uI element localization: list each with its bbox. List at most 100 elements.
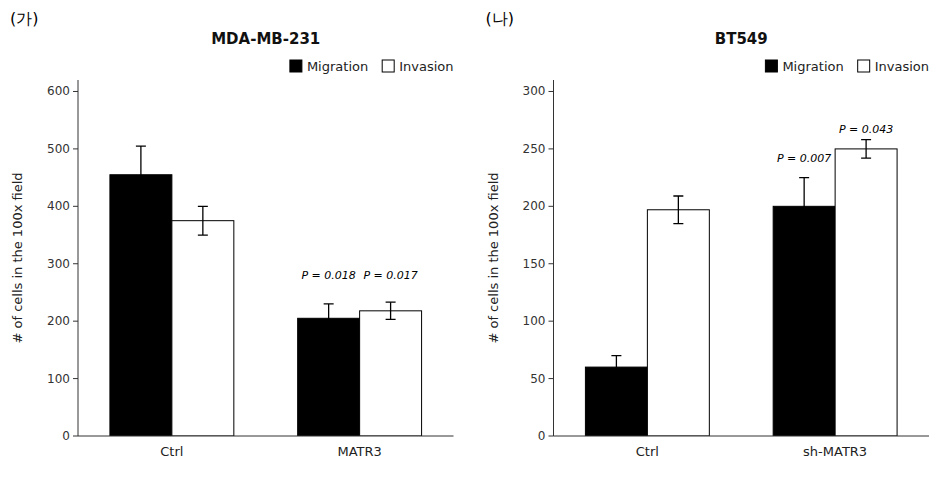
y-tick-label: 0 <box>538 429 546 443</box>
error-stem <box>202 206 203 235</box>
legend-label: Invasion <box>399 59 453 74</box>
y-tick-label: 300 <box>47 257 70 271</box>
y-tick-label: 400 <box>47 199 70 213</box>
p-value: P = 0.007 <box>777 152 831 165</box>
p-value: P = 0.018 <box>301 269 355 282</box>
error-stem <box>803 178 804 235</box>
y-tick <box>549 206 554 207</box>
legend-swatch <box>382 60 394 72</box>
error-cap <box>136 145 146 146</box>
error-bar <box>386 302 396 319</box>
y-axis-label: # of cells in the 100x field <box>10 172 25 343</box>
y-tick <box>549 263 554 264</box>
y-tick-label: 50 <box>530 372 545 386</box>
y-tick <box>73 436 78 437</box>
y-tick-label: 250 <box>523 142 546 156</box>
y-tick <box>73 263 78 264</box>
legend-label: Invasion <box>875 59 929 74</box>
p-value: P = 0.043 <box>839 123 893 136</box>
y-tick-label: 100 <box>47 372 70 386</box>
bar <box>172 221 234 436</box>
error-cap <box>673 223 683 224</box>
p-value: P = 0.017 <box>363 269 417 282</box>
panel-label: (나) <box>486 9 514 28</box>
panel: 0 100 200 300 400 500 600 Ctrl MATR3 # of cells i… <box>10 9 454 459</box>
error-bar <box>673 196 683 224</box>
bar <box>110 175 172 436</box>
x-tick-label: MATR3 <box>337 444 381 459</box>
error-bar <box>198 206 208 235</box>
bar <box>773 206 835 436</box>
error-cap <box>136 203 146 204</box>
error-bar <box>136 146 146 203</box>
error-cap <box>386 302 396 303</box>
x-tick-label: Ctrl <box>636 444 659 459</box>
y-axis-line <box>553 80 554 436</box>
y-tick <box>73 378 78 379</box>
error-bar <box>324 304 334 333</box>
y-tick <box>73 206 78 207</box>
error-stem <box>865 140 866 158</box>
y-tick <box>73 321 78 322</box>
y-tick-label: 200 <box>523 199 546 213</box>
error-bar <box>611 356 621 379</box>
error-cap <box>799 177 809 178</box>
bar <box>298 318 360 436</box>
bar <box>835 149 897 436</box>
legend-swatch <box>290 60 302 72</box>
y-tick <box>73 148 78 149</box>
y-tick-label: 100 <box>523 314 546 328</box>
error-stem <box>678 196 679 224</box>
y-axis-line <box>78 80 79 436</box>
error-stem <box>616 356 617 379</box>
y-tick <box>549 436 554 437</box>
error-stem <box>140 146 141 203</box>
error-cap <box>386 319 396 320</box>
error-cap <box>198 234 208 235</box>
y-tick <box>549 91 554 92</box>
title: MDA-MB-231 <box>211 30 320 48</box>
error-cap <box>611 355 621 356</box>
legend-swatch <box>765 60 777 72</box>
legend-label: Migration <box>307 59 368 74</box>
error-stem <box>390 302 391 319</box>
bars <box>585 140 897 436</box>
y-tick <box>73 91 78 92</box>
error-stem <box>328 304 329 333</box>
bar <box>647 210 709 436</box>
y-tick-label: 300 <box>523 84 546 98</box>
bar <box>360 311 422 436</box>
title: BT549 <box>715 30 768 48</box>
panel: 0 50 100 150 200 250 300 Ctrl sh-MATR3 # of cells… <box>486 9 930 459</box>
error-cap <box>673 195 683 196</box>
x-axis-line <box>554 436 930 437</box>
y-tick-label: 600 <box>47 84 70 98</box>
y-tick-label: 150 <box>523 257 546 271</box>
y-tick-label: 200 <box>47 314 70 328</box>
panel-label: (가) <box>10 9 38 28</box>
figure: 0100200300400500600CtrlMATR3# of cells i… <box>0 0 951 484</box>
y-tick-label: 500 <box>47 142 70 156</box>
y-tick-label: 0 <box>62 429 70 443</box>
y-tick <box>549 321 554 322</box>
error-cap <box>861 139 871 140</box>
bars <box>110 146 422 436</box>
legend: Migration Invasion <box>765 59 929 74</box>
legend-swatch <box>858 60 870 72</box>
y-axis-label: # of cells in the 100x field <box>486 172 501 343</box>
error-cap <box>324 332 334 333</box>
error-cap <box>861 157 871 158</box>
x-tick-label: Ctrl <box>160 444 183 459</box>
error-cap <box>324 303 334 304</box>
error-cap <box>611 378 621 379</box>
error-bar <box>799 178 809 235</box>
legend-label: Migration <box>782 59 843 74</box>
x-axis-line <box>78 436 454 437</box>
y-tick <box>549 378 554 379</box>
x-tick-label: sh-MATR3 <box>803 444 867 459</box>
error-cap <box>799 234 809 235</box>
y-tick <box>549 148 554 149</box>
legend: Migration Invasion <box>290 59 454 74</box>
error-cap <box>198 206 208 207</box>
error-bar <box>861 140 871 158</box>
